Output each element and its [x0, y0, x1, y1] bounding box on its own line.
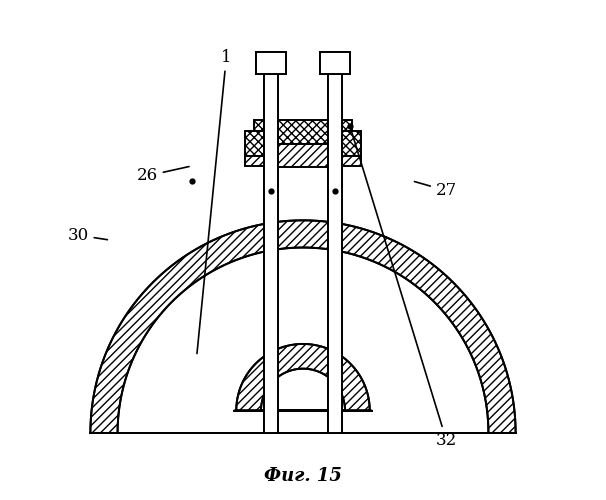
Bar [245, 156, 264, 166]
Bar [328, 74, 342, 433]
Polygon shape [90, 220, 516, 433]
Bar [256, 52, 285, 74]
Bar [264, 74, 278, 433]
Bar [321, 52, 350, 74]
Text: 30: 30 [67, 226, 107, 244]
Text: 32: 32 [351, 129, 457, 449]
Text: 27: 27 [415, 182, 457, 199]
Bar [265, 144, 341, 168]
Bar [264, 74, 278, 433]
Bar [342, 156, 361, 166]
Bar [328, 74, 342, 433]
Bar [245, 131, 264, 156]
Bar [321, 52, 350, 74]
Text: 26: 26 [137, 166, 189, 184]
Polygon shape [118, 248, 488, 433]
Text: 1: 1 [197, 48, 231, 354]
Bar [342, 131, 361, 156]
Text: Фиг. 15: Фиг. 15 [264, 467, 342, 485]
Bar [253, 120, 353, 144]
Bar [256, 52, 285, 74]
Polygon shape [234, 344, 372, 410]
